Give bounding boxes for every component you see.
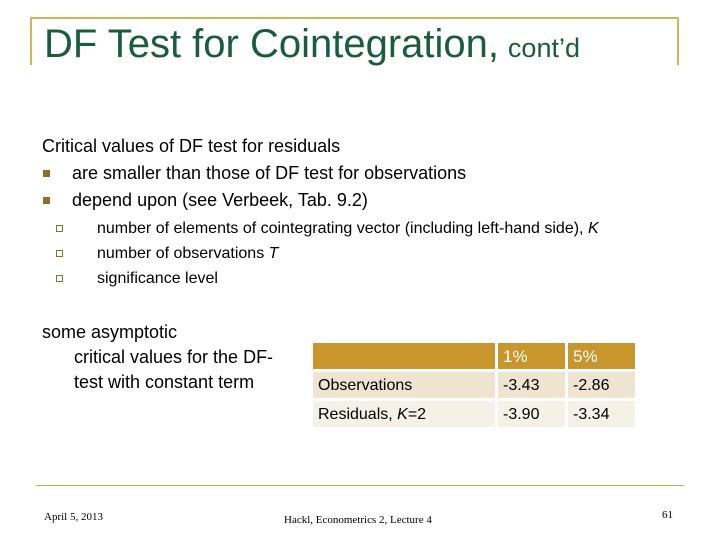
row-label-text: Residuals,	[318, 405, 398, 423]
sub-bullet-item: number of observations T	[42, 241, 702, 266]
table-row-label: Residuals, K=2	[313, 401, 495, 427]
footer-course: Hackl, Econometrics 2, Lecture 4	[284, 514, 432, 526]
slide-body: Critical values of DF test for residuals…	[42, 133, 702, 291]
table-header-cell: 5%	[568, 343, 635, 369]
asymptotic-description: some asymptotic critical values for the …	[42, 320, 297, 395]
sub-bullet-text: number of observations	[97, 245, 269, 262]
table-header-cell	[313, 343, 495, 369]
title-frame-top	[30, 17, 678, 19]
footer-divider	[36, 485, 684, 486]
bullet-item: depend upon (see Verbeek, Tab. 9.2)	[42, 187, 702, 214]
asymptotic-line: some asymptotic	[42, 322, 178, 342]
table-row: Residuals, K=2 -3.90 -3.34	[313, 401, 635, 427]
sub-bullet-variable: K	[587, 220, 599, 237]
hollow-square-bullet-icon	[56, 250, 63, 257]
square-bullet-icon	[43, 170, 50, 177]
asymptotic-line: test with constant term	[74, 372, 255, 392]
row-label-variable: K	[397, 405, 408, 423]
asymptotic-line: critical values for the DF-	[74, 347, 274, 367]
sub-bullet-item: significance level	[42, 266, 702, 291]
slide-title-suffix: cont’d	[507, 33, 580, 63]
sub-bullet-list: number of elements of cointegrating vect…	[42, 216, 702, 291]
critical-values-table: 1% 5% Observations -3.43 -2.86 Residuals…	[310, 340, 638, 430]
table-row-label: Observations	[313, 372, 495, 398]
table-row: Observations -3.43 -2.86	[313, 372, 635, 398]
title-frame-left	[30, 17, 32, 65]
sub-bullet-item: number of elements of cointegrating vect…	[42, 216, 702, 241]
sub-bullet-variable: T	[268, 245, 279, 262]
table-cell-1pct: -3.43	[498, 372, 565, 398]
slide-title-main: DF Test for Cointegration,	[44, 22, 500, 66]
row-label-tail: =2	[407, 405, 427, 423]
title-frame-right	[677, 17, 679, 65]
bullet-text: depend upon (see Verbeek, Tab. 9.2)	[72, 190, 368, 210]
square-bullet-icon	[43, 197, 50, 204]
table-header-row: 1% 5%	[313, 343, 635, 369]
hollow-square-bullet-icon	[56, 225, 63, 232]
sub-bullet-text: number of elements of cointegrating vect…	[97, 220, 588, 237]
table-cell-1pct: -3.90	[498, 401, 565, 427]
table-cell-5pct: -3.34	[568, 401, 635, 427]
intro-text: Critical values of DF test for residuals	[42, 136, 341, 156]
page-number: 61	[662, 509, 673, 521]
hollow-square-bullet-icon	[56, 275, 63, 282]
bullet-text: are smaller than those of DF test for ob…	[72, 163, 467, 183]
slide-title: DF Test for Cointegration, cont’d	[44, 22, 580, 67]
bullet-item: are smaller than those of DF test for ob…	[42, 160, 702, 187]
footer-date: April 5, 2013	[44, 511, 103, 523]
row-label-text: Observations	[318, 376, 413, 394]
sub-bullet-text: significance level	[97, 270, 218, 287]
table-header-cell: 1%	[498, 343, 565, 369]
table-cell-5pct: -2.86	[568, 372, 635, 398]
